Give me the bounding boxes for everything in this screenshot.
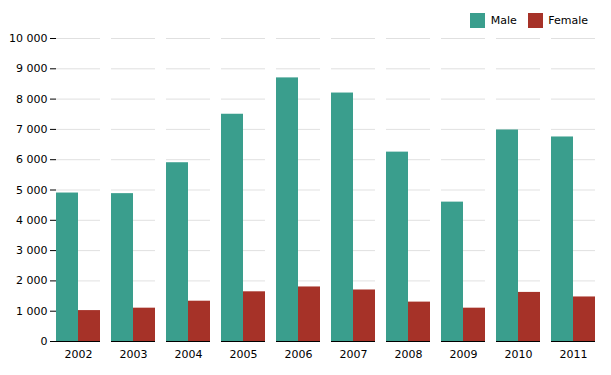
svg-text:5 000: 5 000 <box>16 184 48 197</box>
svg-text:2002: 2002 <box>65 348 93 361</box>
svg-text:8 000: 8 000 <box>16 93 48 106</box>
svg-text:2003: 2003 <box>120 348 148 361</box>
svg-text:2009: 2009 <box>450 348 478 361</box>
svg-text:2008: 2008 <box>395 348 423 361</box>
svg-text:4 000: 4 000 <box>16 214 48 227</box>
svg-text:2005: 2005 <box>230 348 258 361</box>
svg-text:6 000: 6 000 <box>16 153 48 166</box>
svg-text:2004: 2004 <box>175 348 203 361</box>
svg-text:7 000: 7 000 <box>16 123 48 136</box>
svg-text:10 000: 10 000 <box>9 32 48 45</box>
svg-text:3 000: 3 000 <box>16 244 48 257</box>
svg-text:2006: 2006 <box>285 348 313 361</box>
html-text:Male: Male <box>490 14 517 27</box>
svg-text:2011: 2011 <box>560 348 588 361</box>
svg-text:0: 0 <box>41 335 48 348</box>
svg-text:2007: 2007 <box>340 348 368 361</box>
svg-text:1 000: 1 000 <box>16 305 48 318</box>
html-text:Female: Female <box>548 14 588 27</box>
svg-text:2 000: 2 000 <box>16 274 48 287</box>
svg-text:9 000: 9 000 <box>16 62 48 75</box>
svg-text:2010: 2010 <box>505 348 533 361</box>
